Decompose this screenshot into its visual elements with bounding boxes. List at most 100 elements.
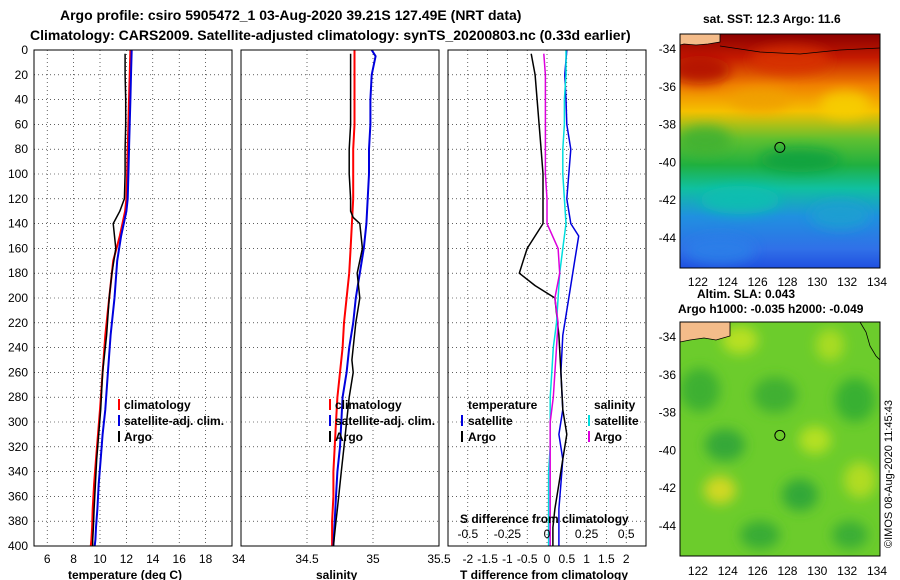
x-tick-label: 6 [44, 552, 51, 566]
depth-tick-label: 260 [8, 365, 28, 379]
depth-tick-label: 40 [15, 93, 29, 107]
depth-tick-label: 200 [8, 291, 28, 305]
salinity-series [331, 49, 377, 547]
sst-blob [820, 91, 870, 119]
salinity-x-ticks: 34.5 35 35.5 [295, 552, 451, 566]
depth-tick-label: 280 [8, 390, 28, 404]
sst-blob [680, 56, 730, 84]
temperature-grid [34, 49, 232, 547]
map-lon-tick-label: 130 [807, 564, 827, 578]
sst-blob [760, 148, 840, 172]
series-line-temperature-argo [518, 53, 568, 546]
legend-argo-label: Argo [335, 430, 363, 444]
map-lon-tick-label: 134 [867, 275, 887, 289]
map-lon-tick-label: 122 [688, 564, 708, 578]
x2-tick-label: -0.25 [494, 527, 522, 541]
x2-tick-label: -0.5 [457, 527, 478, 541]
difference-frame [447, 49, 647, 547]
depth-tick-label: 100 [8, 167, 28, 181]
temperature-x-ticks: 6 8 10 12 14 16 18 [44, 552, 213, 566]
sla-blob [816, 329, 844, 361]
salinity-xlabel: salinity [316, 568, 358, 580]
map-lon-tick-label: 126 [748, 564, 768, 578]
salinity-legend: climatology satellite-adj. clim. Argo [329, 398, 435, 444]
x-tick-label: 35 [366, 552, 380, 566]
sst-map: sat. SST: 12.3 Argo: 11.6 122 124 126 128 13… [659, 12, 888, 289]
difference-panel: -0.5 -0.25 0 0.25 0.5 S difference from clim… [447, 49, 647, 580]
map-lat-tick-label: -40 [659, 155, 677, 169]
x-tick-label: 12 [120, 552, 134, 566]
difference-series [518, 49, 580, 546]
depth-tick-label: 220 [8, 316, 28, 330]
sla-x-ticks: 122 124 126 128 130 132 134 [688, 564, 887, 578]
x-tick-label: -1.5 [477, 552, 498, 566]
sst-x-ticks: 122 124 126 128 130 132 134 [688, 275, 887, 289]
sla-map-frame [679, 321, 881, 557]
sst-blob [685, 236, 755, 264]
sla-land-australia [680, 322, 731, 343]
sla-blob [740, 521, 780, 549]
legend-salinity-title: salinity [594, 398, 636, 412]
series-line-temperature-satellite [558, 49, 580, 546]
map-lat-tick-label: -44 [659, 231, 677, 245]
series-line-argo [91, 53, 127, 546]
map-lat-tick-label: -34 [659, 42, 677, 56]
map-lon-tick-label: 122 [688, 275, 708, 289]
sla-map: Altim. SLA: 0.043 Argo h1000: -0.035 h20… [659, 287, 888, 578]
salinity-grid [241, 49, 440, 547]
s-difference-ticks: -0.5 -0.25 0 0.25 0.5 [457, 527, 634, 541]
map-lat-tick-label: -38 [659, 406, 677, 420]
depth-tick-label: 320 [8, 440, 28, 454]
x-tick-label: 2 [623, 552, 630, 566]
x-tick-label: 35.5 [427, 552, 451, 566]
x-tick-label: -0.5 [517, 552, 538, 566]
legend-t-argo-label: Argo [468, 430, 496, 444]
legend-t-satellite-label: satellite [468, 414, 513, 428]
temperature-frame [33, 49, 233, 547]
temperature-panel: 6 8 10 12 14 16 18 temperature (deg C) climato… [33, 49, 233, 580]
map-lat-tick-label: -36 [659, 80, 677, 94]
salinity-frame [240, 49, 440, 547]
map-lat-tick-label: -34 [659, 330, 677, 344]
sla-argo-marker [774, 429, 786, 441]
map-lon-tick-label: 128 [777, 275, 797, 289]
imos-credit: ©IMOS 08-Aug-2020 11:45:43 [883, 400, 895, 548]
x-tick-label: 1 [583, 552, 590, 566]
sla-y-ticks: -34 -36 -38 -40 -42 -44 [659, 330, 677, 533]
depth-tick-label: 180 [8, 266, 28, 280]
depth-tick-label: 380 [8, 514, 28, 528]
depth-tick-label: 400 [8, 539, 28, 553]
map-lon-tick-label: 132 [837, 564, 857, 578]
series-line-argo [332, 53, 364, 547]
series-line-salinity-satellite [547, 50, 567, 546]
sla-map-subtitle: Argo h1000: -0.035 h2000: -0.049 [678, 302, 864, 316]
temperature-series [89, 49, 133, 547]
series-line-climatology [331, 50, 356, 546]
legend-satellite-label: satellite-adj. clim. [124, 414, 224, 428]
x-tick-label: 34.5 [295, 552, 319, 566]
x-tick-label: -2 [462, 552, 473, 566]
map-lat-tick-label: -38 [659, 118, 677, 132]
map-lat-tick-label: -42 [659, 481, 677, 495]
x-tick-label: 10 [93, 552, 107, 566]
depth-axis: 0 20 40 60 80 100 120 140 160 180 200 220 240 260 280 3… [8, 43, 28, 553]
figure-title-line2: Climatology: CARS2009. Satellite-adjuste… [30, 27, 631, 43]
map-lon-tick-label: 126 [748, 275, 768, 289]
x-tick-label: 14 [146, 552, 160, 566]
sst-blob [700, 186, 780, 214]
sla-map-field [680, 322, 880, 556]
depth-tick-label: 0 [21, 43, 28, 57]
depth-tick-label: 240 [8, 341, 28, 355]
t-difference-label: T difference from climatology [460, 568, 628, 580]
map-lon-tick-label: 134 [867, 564, 887, 578]
map-lon-tick-label: 124 [718, 564, 738, 578]
figure-title-line1: Argo profile: csiro 5905472_1 03-Aug-202… [60, 7, 521, 23]
depth-tick-label: 340 [8, 465, 28, 479]
sst-map-frame [679, 33, 881, 269]
sst-blob [680, 126, 731, 154]
map-lat-tick-label: -44 [659, 519, 677, 533]
depth-tick-label: 360 [8, 489, 28, 503]
temperature-legend: climatology satellite-adj. clim. Argo [118, 398, 224, 444]
sst-coastline [719, 45, 880, 55]
